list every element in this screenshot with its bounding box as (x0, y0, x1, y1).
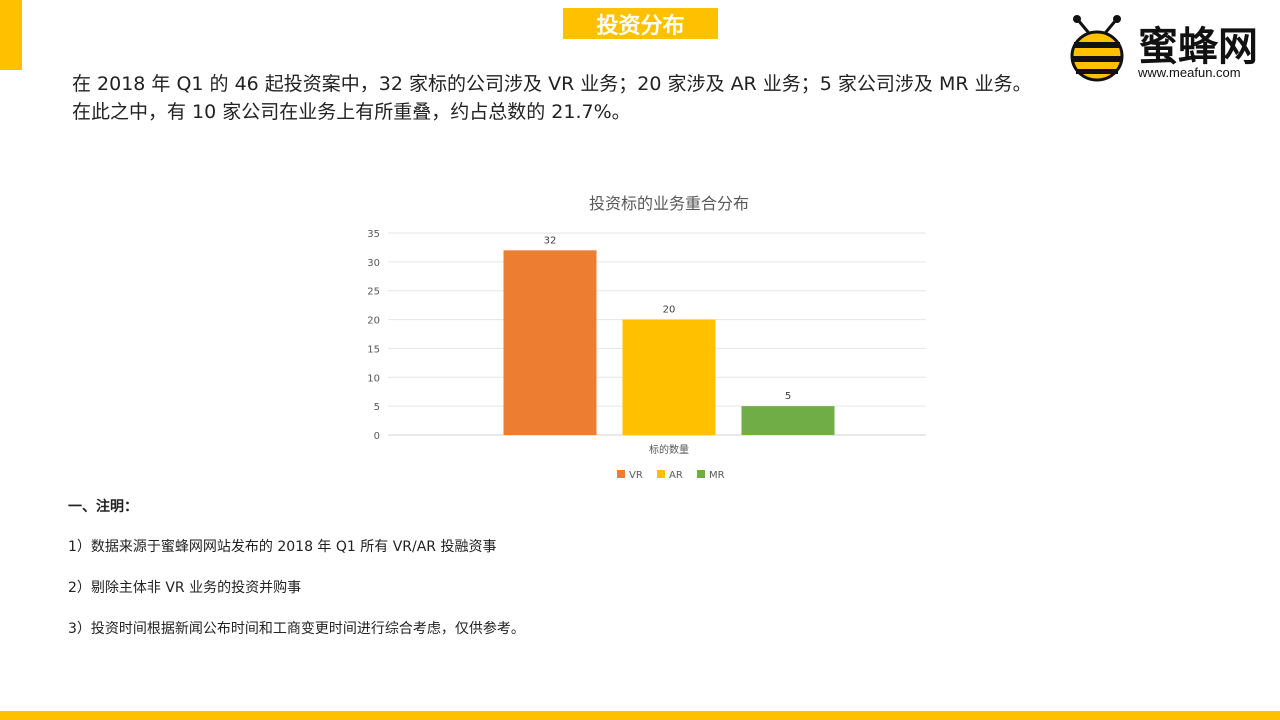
y-tick-label: 0 (374, 431, 380, 442)
legend-label-ar: AR (669, 470, 683, 481)
intro-line-1: 在 2018 年 Q1 的 46 起投资案中，32 家标的公司涉及 VR 业务；… (72, 73, 1032, 95)
note-item-3: 3）投资时间根据新闻公布时间和工商变更时间进行综合考虑，仅供参考。 (68, 621, 525, 637)
bar-vr (503, 250, 597, 435)
legend-swatch-mr (697, 470, 705, 478)
legend-label-vr: VR (629, 470, 643, 481)
y-tick-label: 35 (367, 229, 380, 240)
bottom-accent-bar (0, 711, 1280, 720)
chart-title: 投资标的业务重合分布 (589, 194, 749, 213)
legend-label-mr: MR (709, 470, 725, 481)
y-tick-label: 5 (374, 402, 380, 413)
intro-text: 在 2018 年 Q1 的 46 起投资案中，32 家标的公司涉及 VR 业务；… (72, 70, 1112, 126)
notes-section: 一、注明： 1）数据来源于蜜蜂网网站发布的 2018 年 Q1 所有 VR/AR… (68, 496, 525, 659)
y-tick-label: 25 (367, 287, 380, 298)
legend-swatch-ar (657, 470, 665, 478)
notes-heading: 一、注明： (68, 499, 138, 515)
intro-line-2: 在此之中，有 10 家公司在业务上有所重叠，约占总数的 21.7%。 (72, 101, 631, 123)
bee-icon (1070, 15, 1124, 82)
y-tick-label: 10 (367, 373, 380, 384)
x-category-label: 标的数量 (649, 443, 689, 456)
data-label-vr: 32 (544, 235, 557, 246)
note-item-1: 1）数据来源于蜜蜂网网站发布的 2018 年 Q1 所有 VR/AR 投融资事 (68, 539, 497, 555)
brand-logo[interactable]: 蜜蜂网 www.meafun.com (1068, 14, 1273, 84)
brand-url[interactable]: www.meafun.com (1138, 65, 1241, 80)
data-label-ar: 20 (663, 305, 676, 316)
note-item-2: 2）剔除主体非 VR 业务的投资并购事 (68, 580, 302, 596)
data-label-mr: 5 (785, 391, 791, 402)
y-tick-label: 20 (367, 316, 380, 327)
bar-chart: 投资标的业务重合分布 0 5 10 15 20 25 30 35 32 20 5 标的数量 VR AR MR (367, 194, 926, 481)
brand-name: 蜜蜂网 (1138, 24, 1258, 70)
page-title: 投资分布 (563, 8, 718, 39)
bar-mr (741, 406, 835, 435)
left-accent-bar (0, 0, 22, 70)
y-tick-label: 30 (367, 258, 380, 269)
legend-swatch-vr (617, 470, 625, 478)
bar-ar (622, 319, 716, 435)
y-tick-label: 15 (367, 344, 380, 355)
